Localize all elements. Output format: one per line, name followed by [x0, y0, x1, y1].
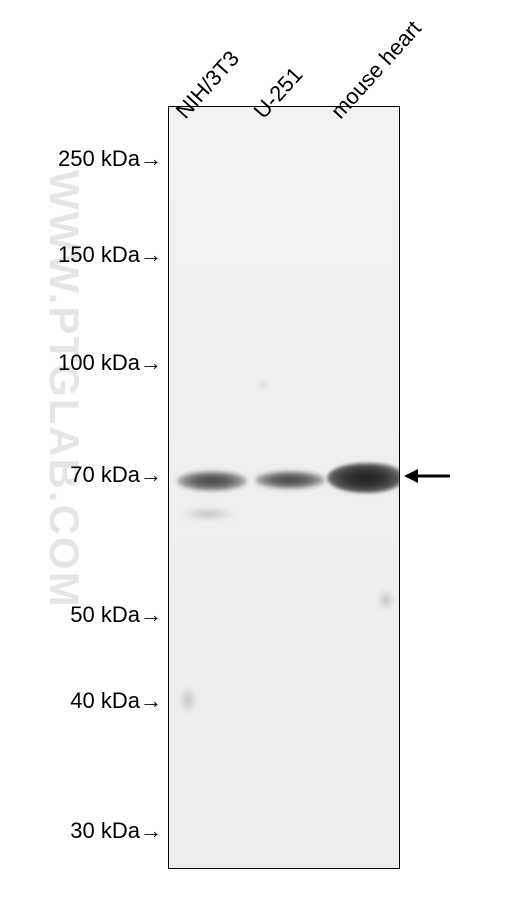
faint-spot-lane1-low	[181, 689, 195, 711]
marker-30-text: 30 kDa	[70, 818, 140, 843]
marker-100-text: 100 kDa	[58, 350, 140, 375]
result-arrow-icon	[404, 466, 452, 486]
band-lane3-70kda	[327, 463, 400, 493]
marker-50-text: 50 kDa	[70, 602, 140, 627]
marker-100: 100 kDa→	[58, 350, 162, 376]
blot-membrane	[168, 106, 400, 869]
marker-150-text: 150 kDa	[58, 242, 140, 267]
faint-spot-small	[259, 381, 267, 389]
marker-30: 30 kDa→	[70, 818, 162, 844]
watermark-text: WWW.PTGLAB.COM	[40, 170, 88, 609]
marker-arrow-icon: →	[140, 818, 162, 844]
faint-band-lane1-below	[183, 509, 233, 519]
marker-40: 40 kDa→	[70, 688, 162, 714]
marker-150: 150 kDa→	[58, 242, 162, 268]
marker-70-text: 70 kDa	[70, 462, 140, 487]
figure-container: WWW.PTGLAB.COM NIH/3T3 U-251 mouse heart…	[0, 0, 510, 903]
marker-250-text: 250 kDa	[58, 146, 140, 171]
marker-arrow-icon: →	[140, 688, 162, 714]
marker-arrow-icon: →	[140, 242, 162, 268]
band-lane1-70kda	[177, 471, 247, 491]
marker-70: 70 kDa→	[70, 462, 162, 488]
marker-50: 50 kDa→	[70, 602, 162, 628]
band-lane2-70kda	[255, 471, 325, 489]
marker-arrow-icon: →	[140, 462, 162, 488]
faint-spot-lane3-mid	[379, 591, 393, 609]
marker-40-text: 40 kDa	[70, 688, 140, 713]
marker-arrow-icon: →	[140, 146, 162, 172]
marker-arrow-icon: →	[140, 350, 162, 376]
marker-arrow-icon: →	[140, 602, 162, 628]
marker-250: 250 kDa→	[58, 146, 162, 172]
